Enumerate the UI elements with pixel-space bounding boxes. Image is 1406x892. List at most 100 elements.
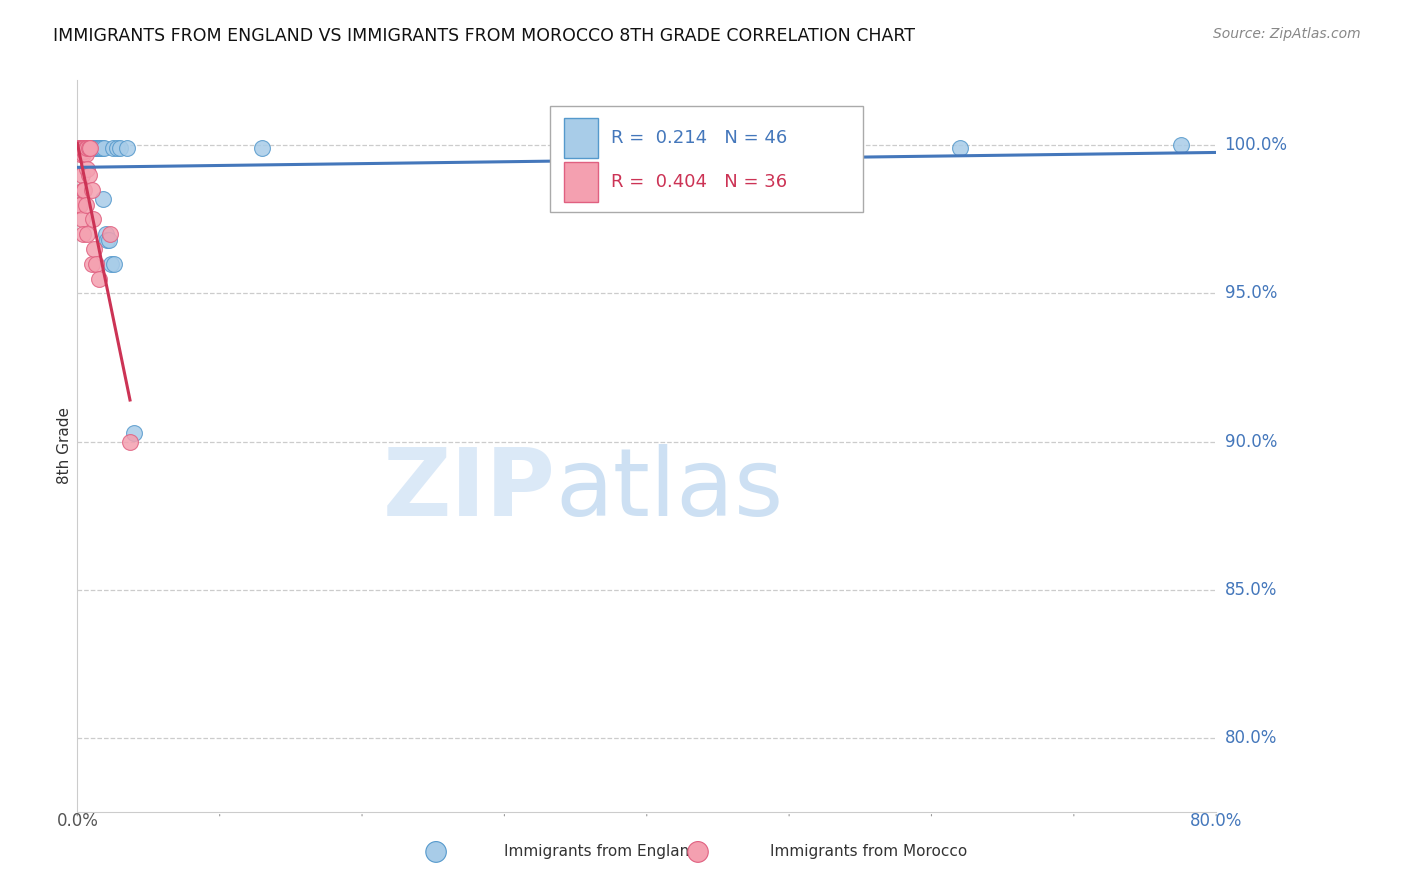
Point (73, 141, 96, 155)
Ellipse shape (688, 841, 709, 863)
Text: 100.0%: 100.0% (1225, 136, 1288, 154)
Point (98, 227, 121, 242)
Text: R =  0.404   N = 36: R = 0.404 N = 36 (612, 173, 787, 191)
Point (80, 141, 103, 155)
Point (105, 141, 128, 155)
Point (252, 141, 274, 155)
Point (84, 141, 107, 155)
Point (82, 141, 104, 155)
Point (83, 141, 105, 155)
Point (79, 141, 101, 155)
Point (70, 141, 93, 155)
Point (101, 141, 124, 155)
Point (86, 141, 108, 155)
Point (87, 141, 110, 155)
Point (84, 141, 107, 155)
Point (76, 227, 98, 242)
Text: 95.0%: 95.0% (1225, 285, 1277, 302)
Point (82, 141, 104, 155)
Point (69, 141, 91, 155)
Point (97, 233, 120, 247)
Point (67, 141, 90, 155)
Text: IMMIGRANTS FROM ENGLAND VS IMMIGRANTS FROM MOROCCO 8TH GRADE CORRELATION CHART: IMMIGRANTS FROM ENGLAND VS IMMIGRANTS FR… (53, 27, 915, 45)
Point (76, 141, 98, 155)
Point (72, 141, 94, 155)
Point (76, 141, 98, 155)
Point (87, 141, 110, 155)
Point (83, 141, 105, 155)
Point (76, 141, 98, 155)
Text: 80.0%: 80.0% (1225, 729, 1277, 747)
Point (118, 434, 141, 449)
Text: 85.0%: 85.0% (1225, 581, 1277, 599)
Text: Immigrants from England: Immigrants from England (505, 845, 699, 860)
Point (87, 271, 110, 285)
Point (79, 141, 101, 155)
Point (77, 141, 100, 155)
Point (72, 147, 94, 161)
Text: ZIP: ZIP (382, 444, 555, 536)
Point (1170, 138, 1192, 153)
Point (108, 141, 131, 155)
Point (84, 257, 107, 271)
Point (77, 141, 100, 155)
Point (96, 233, 118, 247)
Text: R =  0.214   N = 46: R = 0.214 N = 46 (612, 128, 787, 146)
Point (69, 145, 91, 159)
Point (69, 147, 91, 161)
Point (73, 141, 96, 155)
Point (115, 141, 138, 155)
Text: Source: ZipAtlas.com: Source: ZipAtlas.com (1213, 27, 1361, 41)
Point (89, 141, 111, 155)
Point (75, 141, 97, 155)
Ellipse shape (426, 841, 446, 863)
Point (100, 257, 122, 271)
FancyBboxPatch shape (564, 162, 598, 202)
Point (70, 168, 93, 182)
Point (69, 141, 91, 155)
Point (72, 227, 94, 242)
Point (79, 141, 101, 155)
Point (94, 227, 117, 242)
FancyBboxPatch shape (550, 106, 863, 212)
Point (67, 197, 90, 211)
Point (80, 257, 103, 271)
Point (83, 242, 105, 256)
Text: 80.0%: 80.0% (1189, 812, 1243, 830)
Point (77, 168, 100, 182)
Text: 90.0%: 90.0% (1225, 433, 1277, 450)
Point (93, 141, 115, 155)
Point (80, 141, 103, 155)
Point (70, 141, 93, 155)
Point (76, 141, 98, 155)
Point (75, 147, 97, 161)
FancyBboxPatch shape (564, 118, 598, 158)
Point (75, 141, 97, 155)
Text: Immigrants from Morocco: Immigrants from Morocco (769, 845, 967, 860)
Point (949, 141, 972, 155)
Point (80, 183, 103, 197)
Point (72, 183, 94, 197)
Point (67, 141, 90, 155)
Point (69, 197, 91, 211)
Point (82, 141, 104, 155)
Point (70, 145, 93, 159)
Point (77, 141, 100, 155)
Point (76, 162, 98, 177)
Point (73, 141, 96, 155)
Point (77, 141, 100, 155)
Point (67, 141, 90, 155)
Point (73, 145, 96, 159)
Point (80, 141, 103, 155)
Point (124, 425, 146, 440)
Point (73, 183, 96, 197)
Point (72, 141, 94, 155)
Point (103, 257, 125, 271)
Point (75, 141, 97, 155)
Point (91, 192, 114, 206)
Point (90, 141, 112, 155)
Point (75, 197, 97, 211)
Point (70, 212, 93, 227)
Text: 0.0%: 0.0% (56, 812, 98, 830)
Point (82, 212, 104, 227)
